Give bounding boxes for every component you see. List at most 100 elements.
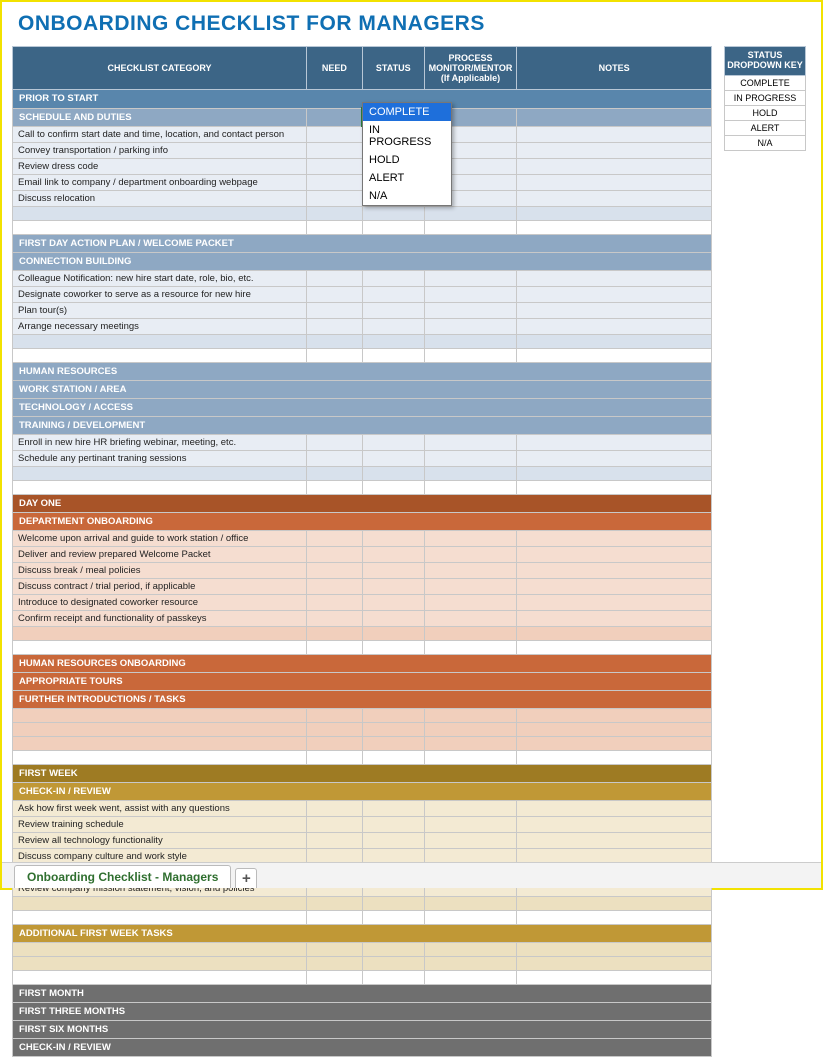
cell[interactable]: [362, 434, 424, 450]
cell[interactable]: [424, 562, 517, 578]
cell[interactable]: [362, 480, 424, 494]
cell[interactable]: [424, 910, 517, 924]
cell[interactable]: [362, 640, 424, 654]
cell[interactable]: [424, 722, 517, 736]
cell[interactable]: [424, 578, 517, 594]
cell[interactable]: [362, 546, 424, 562]
cell[interactable]: [517, 206, 712, 220]
cell[interactable]: [517, 334, 712, 348]
cell[interactable]: [517, 270, 712, 286]
cell[interactable]: [307, 480, 363, 494]
cell[interactable]: [517, 942, 712, 956]
cell[interactable]: [517, 610, 712, 626]
cell[interactable]: [517, 220, 712, 234]
cell[interactable]: [307, 286, 363, 302]
cell[interactable]: [424, 800, 517, 816]
cell[interactable]: [307, 348, 363, 362]
cell[interactable]: [307, 466, 363, 480]
cell[interactable]: [424, 270, 517, 286]
cell[interactable]: [517, 434, 712, 450]
cell[interactable]: [362, 722, 424, 736]
cell[interactable]: [307, 896, 363, 910]
cell[interactable]: [424, 530, 517, 546]
cell[interactable]: [517, 578, 712, 594]
cell[interactable]: [362, 530, 424, 546]
cell[interactable]: [307, 158, 363, 174]
add-sheet-button[interactable]: +: [235, 868, 257, 888]
cell[interactable]: [517, 562, 712, 578]
cell[interactable]: [362, 270, 424, 286]
cell[interactable]: [424, 640, 517, 654]
cell[interactable]: [517, 956, 712, 970]
cell[interactable]: [362, 302, 424, 318]
cell[interactable]: [517, 142, 712, 158]
cell[interactable]: [424, 318, 517, 334]
cell[interactable]: [517, 722, 712, 736]
cell[interactable]: [362, 736, 424, 750]
cell[interactable]: [307, 434, 363, 450]
cell[interactable]: [362, 832, 424, 848]
cell[interactable]: [307, 562, 363, 578]
cell[interactable]: [307, 126, 363, 142]
cell[interactable]: [362, 970, 424, 984]
cell[interactable]: [517, 896, 712, 910]
cell[interactable]: [362, 626, 424, 640]
cell[interactable]: [424, 434, 517, 450]
cell[interactable]: [307, 832, 363, 848]
cell[interactable]: [517, 970, 712, 984]
cell[interactable]: [362, 800, 424, 816]
cell[interactable]: [517, 626, 712, 640]
cell[interactable]: [517, 466, 712, 480]
cell[interactable]: [424, 970, 517, 984]
cell[interactable]: [517, 750, 712, 764]
sheet-tab-active[interactable]: Onboarding Checklist - Managers: [14, 865, 231, 888]
cell[interactable]: [424, 480, 517, 494]
cell[interactable]: [517, 302, 712, 318]
cell[interactable]: [307, 546, 363, 562]
cell[interactable]: [307, 800, 363, 816]
cell[interactable]: [362, 594, 424, 610]
cell[interactable]: [307, 190, 363, 206]
cell[interactable]: [517, 126, 712, 142]
cell[interactable]: [517, 318, 712, 334]
cell[interactable]: [307, 108, 363, 126]
cell[interactable]: [424, 286, 517, 302]
cell[interactable]: [362, 942, 424, 956]
cell[interactable]: [307, 626, 363, 640]
cell[interactable]: [307, 334, 363, 348]
cell[interactable]: [424, 466, 517, 480]
cell[interactable]: [362, 578, 424, 594]
cell[interactable]: [307, 270, 363, 286]
cell[interactable]: [307, 816, 363, 832]
cell[interactable]: [307, 708, 363, 722]
cell[interactable]: [307, 750, 363, 764]
cell[interactable]: [362, 562, 424, 578]
cell[interactable]: [424, 302, 517, 318]
cell[interactable]: [307, 910, 363, 924]
cell[interactable]: [424, 816, 517, 832]
cell[interactable]: [517, 708, 712, 722]
cell[interactable]: [517, 800, 712, 816]
cell[interactable]: [362, 334, 424, 348]
cell[interactable]: [307, 318, 363, 334]
cell[interactable]: [424, 450, 517, 466]
cell[interactable]: [517, 640, 712, 654]
dropdown-option[interactable]: ALERT: [363, 169, 451, 187]
cell[interactable]: [362, 466, 424, 480]
cell[interactable]: [307, 610, 363, 626]
cell[interactable]: [362, 750, 424, 764]
cell[interactable]: [517, 286, 712, 302]
cell[interactable]: [424, 348, 517, 362]
cell[interactable]: [307, 206, 363, 220]
cell[interactable]: [424, 610, 517, 626]
cell[interactable]: [362, 816, 424, 832]
cell[interactable]: [362, 896, 424, 910]
cell[interactable]: [362, 956, 424, 970]
cell[interactable]: [362, 708, 424, 722]
cell[interactable]: [424, 206, 517, 220]
cell[interactable]: [424, 546, 517, 562]
cell[interactable]: [307, 736, 363, 750]
cell[interactable]: [424, 896, 517, 910]
cell[interactable]: [362, 286, 424, 302]
cell[interactable]: [307, 942, 363, 956]
